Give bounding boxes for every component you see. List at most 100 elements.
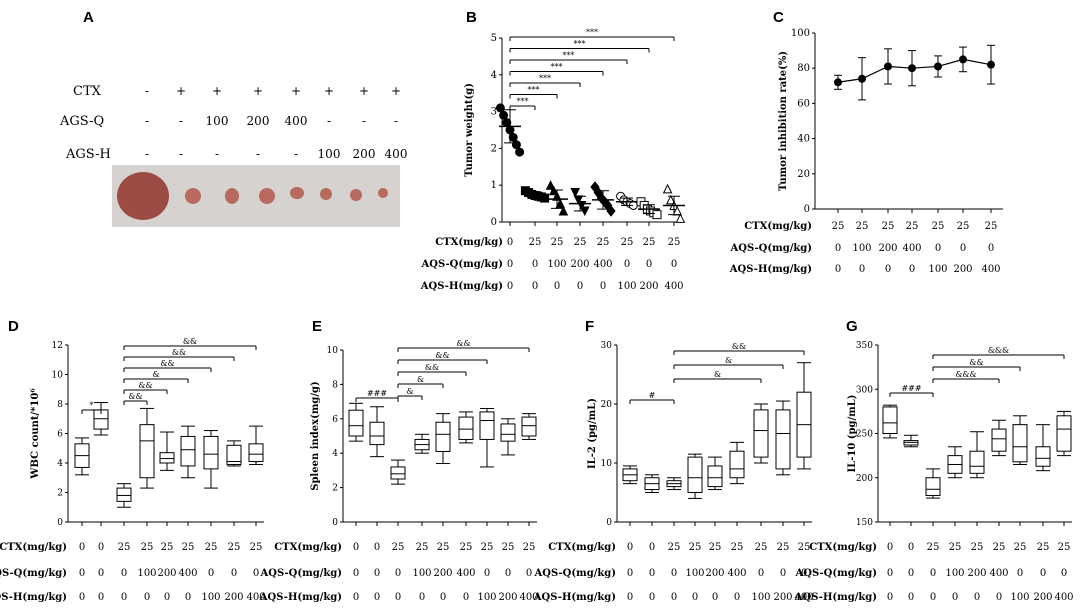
tumor-sample xyxy=(185,188,201,204)
table-cell: 0 xyxy=(353,592,359,603)
table-cell: 25 xyxy=(927,542,940,553)
table-row-label: AQS-Q(mg/kg) xyxy=(420,259,503,270)
table-cell: 25 xyxy=(182,542,195,553)
box-iqr xyxy=(1035,446,1051,467)
box-iqr xyxy=(139,424,155,479)
panel-a-cell: - xyxy=(256,147,260,161)
panel-label-d: D xyxy=(8,318,19,335)
panel-label-a: A xyxy=(83,9,94,26)
table-cell: 25 xyxy=(141,542,154,553)
table-cell: 25 xyxy=(574,237,587,248)
box-iqr xyxy=(882,406,898,435)
tumor-sample xyxy=(290,187,304,199)
y-tick-label: 20 xyxy=(797,169,810,180)
table-row-label: AQS-H(mg/kg) xyxy=(729,264,812,275)
data-point-marker xyxy=(508,132,518,142)
table-cell: 0 xyxy=(1017,568,1023,579)
table-cell: 0 xyxy=(98,592,104,603)
table-cell: 100 xyxy=(477,592,496,603)
significance-label: & xyxy=(725,356,732,365)
y-tick-label: 0 xyxy=(804,204,810,215)
table-cell: 0 xyxy=(930,568,936,579)
table-cell: 25 xyxy=(689,542,702,553)
panel-c-line-chart: 0 20 40 60 80 100 Tumor inhibition rate(%) CTX(… xyxy=(729,28,1003,275)
table-cell: 0 xyxy=(908,592,914,603)
panel-a-cell: 400 xyxy=(285,114,308,128)
table-cell: 100 xyxy=(852,243,871,254)
box-iqr xyxy=(707,465,723,488)
box-iqr xyxy=(248,443,264,463)
panel-a-cell: + xyxy=(359,84,369,98)
tumor-sample xyxy=(378,188,388,198)
table-cell: 25 xyxy=(985,221,998,232)
table-cell: 200 xyxy=(953,264,972,275)
table-row-label: AQS-H(mg/kg) xyxy=(533,592,616,603)
table-cell: 25 xyxy=(502,542,515,553)
box-iqr xyxy=(521,416,537,437)
table-cell: 0 xyxy=(887,568,893,579)
data-point xyxy=(959,55,967,64)
significance-label: && xyxy=(138,381,152,390)
table-cell: 100 xyxy=(547,259,566,270)
data-point-marker xyxy=(570,188,581,198)
significance-label: ### xyxy=(367,389,387,398)
table-cell: 0 xyxy=(734,592,740,603)
box-iqr xyxy=(479,411,495,440)
panel-a-cell: + xyxy=(212,84,222,98)
table-cell: 0 xyxy=(374,542,380,553)
table-cell: 25 xyxy=(755,542,768,553)
table-cell: 0 xyxy=(185,592,191,603)
table-cell: 0 xyxy=(649,542,655,553)
table-cell: 25 xyxy=(668,542,681,553)
table-cell: 0 xyxy=(505,568,511,579)
table-cell: 400 xyxy=(246,592,265,603)
table-cell: 0 xyxy=(835,243,841,254)
y-tick-label: 300 xyxy=(856,385,873,395)
significance-label: & xyxy=(417,375,424,384)
table-cell: 25 xyxy=(118,542,131,553)
table-cell: 0 xyxy=(859,264,865,275)
table-cell: 100 xyxy=(1010,592,1029,603)
table-cell: 0 xyxy=(780,568,786,579)
table-cell: 0 xyxy=(526,568,532,579)
table-cell: 0 xyxy=(1040,568,1046,579)
table-cell: 200 xyxy=(498,592,517,603)
table-row-label: CTX(mg/kg) xyxy=(809,542,877,553)
table-cell: 400 xyxy=(794,592,813,603)
table-row-label: AQS-H(mg/kg) xyxy=(420,281,503,292)
table-cell: 0 xyxy=(98,568,104,579)
panel-label-e: E xyxy=(312,318,322,335)
panel-a-cell: 100 xyxy=(206,114,229,128)
significance-label: & xyxy=(406,387,413,396)
table-cell: 25 xyxy=(416,542,429,553)
box-iqr xyxy=(500,423,516,442)
table-cell: 25 xyxy=(529,237,542,248)
table-row-label: AQS-Q(mg/kg) xyxy=(533,568,616,579)
table-cell: 0 xyxy=(649,592,655,603)
significance-label: &&& xyxy=(988,346,1009,355)
table-cell: 0 xyxy=(208,568,214,579)
table-cell: 0 xyxy=(758,568,764,579)
y-tick-label: 10 xyxy=(327,346,339,356)
table-cell: 25 xyxy=(856,221,869,232)
table-cell: 0 xyxy=(440,592,446,603)
y-tick-label: 200 xyxy=(856,474,873,484)
table-cell: 0 xyxy=(577,281,583,292)
table-cell: 25 xyxy=(709,542,722,553)
significance-label: * xyxy=(90,401,94,410)
table-row-label: AQS-Q(mg/kg) xyxy=(0,568,67,579)
y-tick-label: 2 xyxy=(332,484,338,494)
significance-label: *** xyxy=(517,97,529,106)
panel-a-cell: 400 xyxy=(385,147,408,161)
panel-a-photo-figure: CTX - + + + + + + + AGS-Q - - 100 200 400 - - - AGS-H - - - - -… xyxy=(59,84,407,227)
data-point-marker xyxy=(652,210,662,220)
y-tick-label: 60 xyxy=(797,98,810,109)
y-tick-label: 10 xyxy=(52,371,64,381)
panel-a-cell: 200 xyxy=(353,147,376,161)
panel-a-cell: - xyxy=(145,147,149,161)
table-cell: 200 xyxy=(639,281,658,292)
significance-label: & xyxy=(714,370,721,379)
data-point-marker xyxy=(665,194,676,205)
